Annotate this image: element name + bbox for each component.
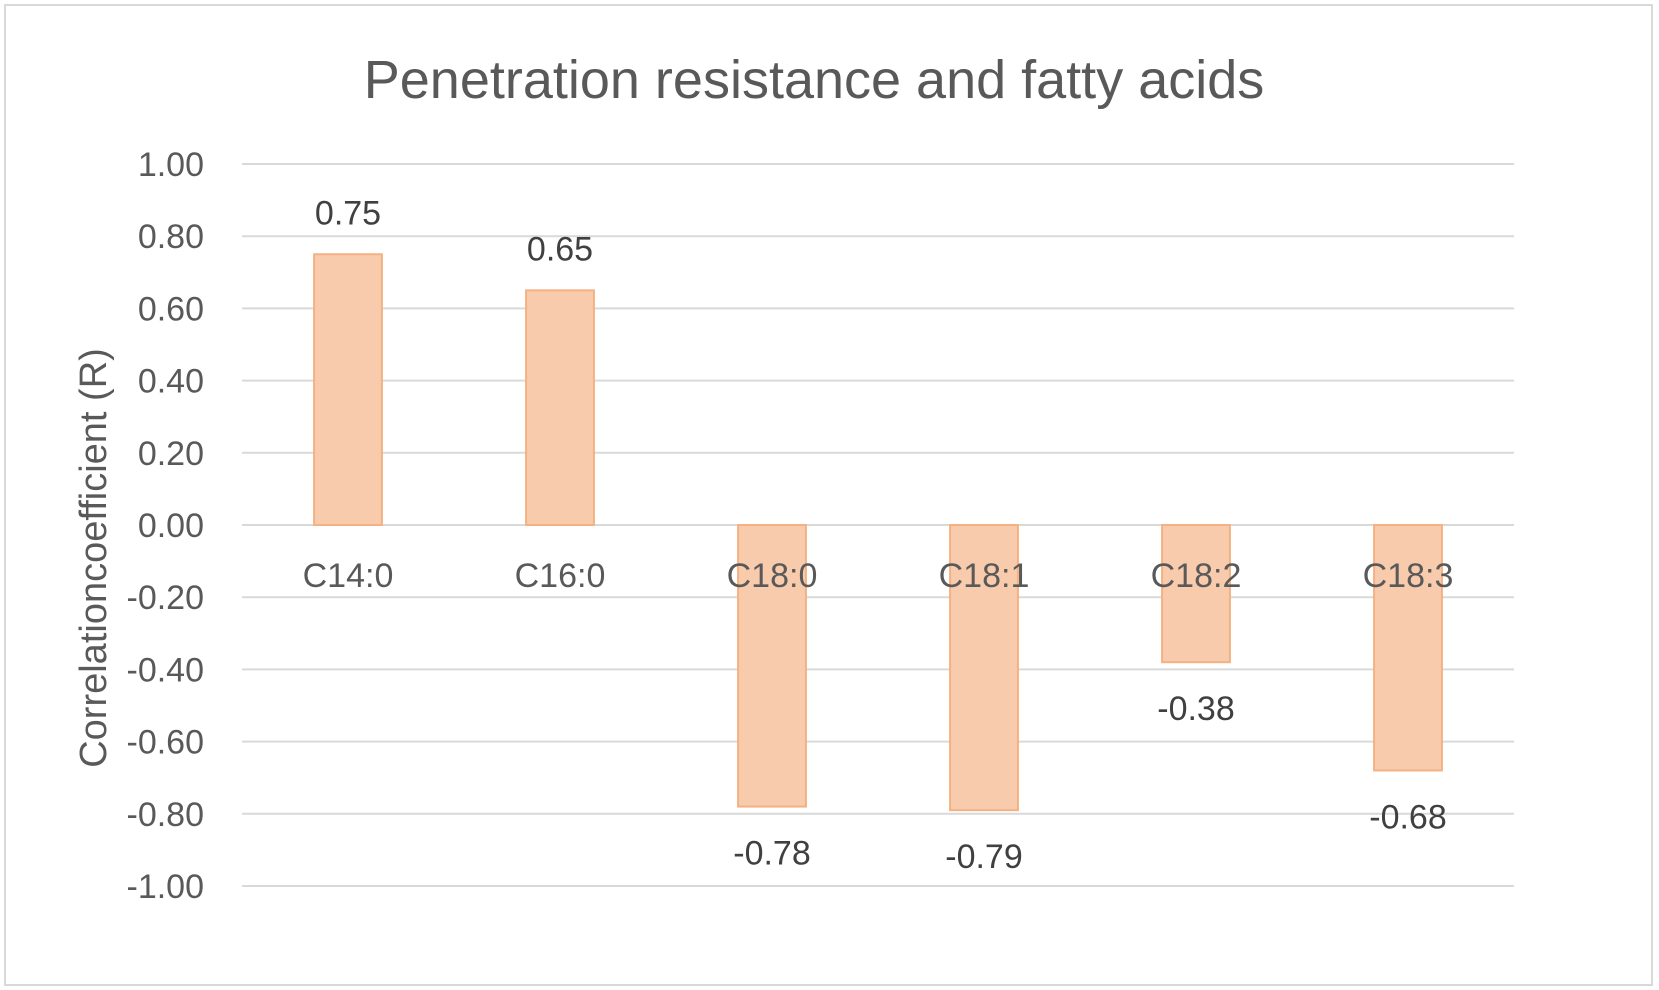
y-tick-label: 1.00 — [138, 146, 204, 184]
y-axis-label: Correlationcoefficient (R) — [73, 348, 115, 768]
data-label: -0.79 — [945, 838, 1023, 876]
bar — [313, 253, 383, 526]
bar — [525, 289, 595, 526]
data-labels: 0.75 0.65 -0.78 -0.79 -0.38 -0.68 — [315, 194, 1447, 876]
category-label: C18:0 — [727, 557, 818, 595]
chart-title: Penetration resistance and fatty acids — [364, 50, 1265, 110]
category-label: C18:1 — [939, 557, 1030, 595]
y-tick-label: -1.00 — [127, 868, 205, 906]
bar — [949, 524, 1019, 812]
bar — [1373, 524, 1443, 772]
category-label: C18:2 — [1151, 557, 1242, 595]
category-label: C18:3 — [1363, 557, 1454, 595]
y-tick-label: 0.80 — [138, 218, 204, 256]
data-label: -0.78 — [733, 835, 811, 873]
bars — [313, 253, 1443, 812]
category-label: C16:0 — [515, 557, 606, 595]
y-tick-label: 0.00 — [138, 507, 204, 545]
bar — [1161, 524, 1231, 664]
y-tick-label: 0.60 — [138, 290, 204, 328]
data-label: 0.75 — [315, 194, 381, 232]
y-tick-label: -0.80 — [127, 796, 205, 834]
category-labels: C14:0 C16:0 C18:0 C18:1 C18:2 C18:3 — [303, 557, 1454, 595]
data-label: -0.38 — [1157, 690, 1235, 728]
gridlines — [242, 163, 1514, 887]
y-tick-label: -0.40 — [127, 651, 205, 689]
data-label: 0.65 — [527, 230, 593, 268]
y-tick-label: 0.20 — [138, 435, 204, 473]
y-tick-label: -0.20 — [127, 579, 205, 617]
bar — [737, 524, 807, 808]
bar-chart: Penetration resistance and fatty acids C… — [73, 50, 1514, 906]
y-axis-ticks: 1.00 0.80 0.60 0.40 0.20 0.00 -0.20 -0.40 -0.60 -… — [127, 146, 205, 906]
chart-frame: Penetration resistance and fatty acids C… — [4, 4, 1653, 986]
category-label: C14:0 — [303, 557, 394, 595]
y-tick-label: 0.40 — [138, 363, 204, 401]
y-tick-label: -0.60 — [127, 724, 205, 762]
data-label: -0.68 — [1369, 798, 1447, 836]
